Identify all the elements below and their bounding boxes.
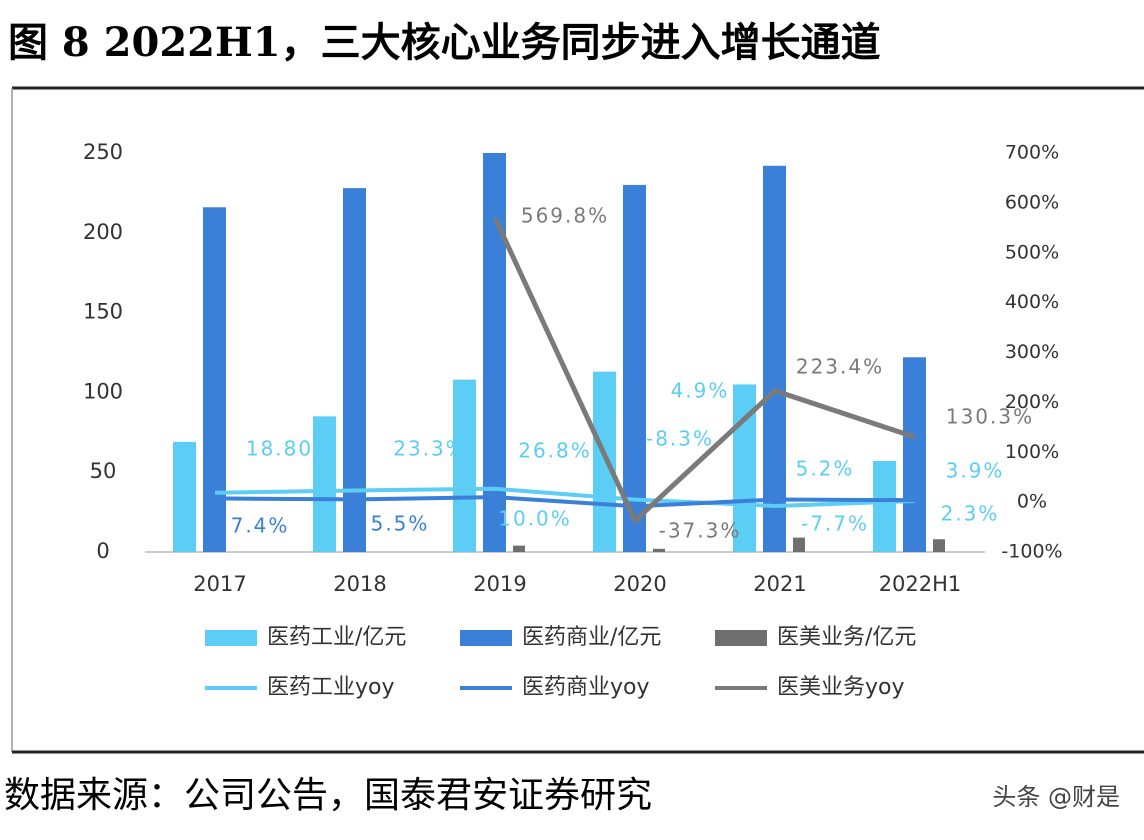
y2-tick-label: 500% xyxy=(1005,241,1059,263)
bar xyxy=(793,537,805,552)
bar xyxy=(513,545,525,552)
watermark: 头条 @财是 xyxy=(992,783,1120,811)
value-label: 5.2% xyxy=(796,457,855,481)
value-label: 569.8% xyxy=(521,204,609,228)
value-label: -7.7% xyxy=(801,512,869,536)
bar xyxy=(933,539,945,552)
y2-tick-label: -100% xyxy=(1001,541,1062,563)
bar xyxy=(653,548,665,552)
y2-tick-label: 600% xyxy=(1005,191,1059,213)
bar xyxy=(763,165,786,552)
legend-label: 医美业务/亿元 xyxy=(777,625,916,650)
legend-label: 医药商业/亿元 xyxy=(522,625,661,650)
y2-tick-label: 0% xyxy=(1017,491,1047,513)
x-tick-label: 2019 xyxy=(473,572,526,596)
legend-label: 医药工业yoy xyxy=(267,675,395,700)
value-label: 4.9% xyxy=(671,379,730,403)
source: 数据来源：公司公告，国泰君安证券研究 xyxy=(4,775,652,816)
legend-swatch xyxy=(205,630,257,646)
y-tick-label: 150 xyxy=(83,300,123,324)
y-tick-label: 0 xyxy=(96,539,109,563)
bar xyxy=(313,416,336,552)
value-label: 18.80% xyxy=(246,437,334,461)
value-label: 7.4% xyxy=(231,514,290,538)
x-tick-label: 2020 xyxy=(613,572,666,596)
value-label: 5.5% xyxy=(371,512,430,536)
legend-swatch xyxy=(460,630,512,646)
bar xyxy=(903,357,926,552)
value-label: 130.3% xyxy=(946,405,1034,429)
value-label: -37.3% xyxy=(659,519,742,543)
line xyxy=(214,495,916,509)
y-tick-label: 200 xyxy=(83,220,123,244)
y2-tick-label: 100% xyxy=(1005,441,1059,463)
value-label: 223.4% xyxy=(796,355,884,379)
legend-label: 医美业务yoy xyxy=(777,675,905,700)
bar xyxy=(343,188,366,552)
y-tick-label: 50 xyxy=(90,459,117,483)
legend-label: 医药商业yoy xyxy=(522,675,650,700)
value-label: 2.3% xyxy=(941,502,1000,526)
value-label: 10.0% xyxy=(498,507,572,531)
y2-tick-label: 200% xyxy=(1005,391,1059,413)
x-tick-label: 2017 xyxy=(193,572,246,596)
legend-label: 医药工业/亿元 xyxy=(267,625,406,650)
bar xyxy=(593,371,616,552)
chart-title: 图 8 2022H1，三大核心业务同步进入增长通道 xyxy=(8,19,881,66)
x-tick-label: 2022H1 xyxy=(879,572,962,596)
value-label: -8.3% xyxy=(646,427,714,451)
y2-tick-label: 300% xyxy=(1005,341,1059,363)
line xyxy=(492,216,916,525)
y2-tick-label: 700% xyxy=(1005,142,1059,164)
bar xyxy=(203,207,226,552)
legend-swatch xyxy=(715,630,767,646)
value-label: 26.8% xyxy=(518,439,592,463)
bar xyxy=(173,441,196,552)
bar xyxy=(873,461,896,552)
bar xyxy=(453,379,476,552)
y-tick-label: 100 xyxy=(83,379,123,403)
x-tick-label: 2018 xyxy=(333,572,386,596)
y-tick-label: 250 xyxy=(83,140,123,164)
bar xyxy=(483,153,506,552)
value-label: 23.3% xyxy=(393,437,467,461)
line xyxy=(214,486,916,508)
value-label: 3.9% xyxy=(946,459,1005,483)
x-tick-label: 2021 xyxy=(753,572,806,596)
bar xyxy=(623,184,646,553)
y2-tick-label: 400% xyxy=(1005,291,1059,313)
